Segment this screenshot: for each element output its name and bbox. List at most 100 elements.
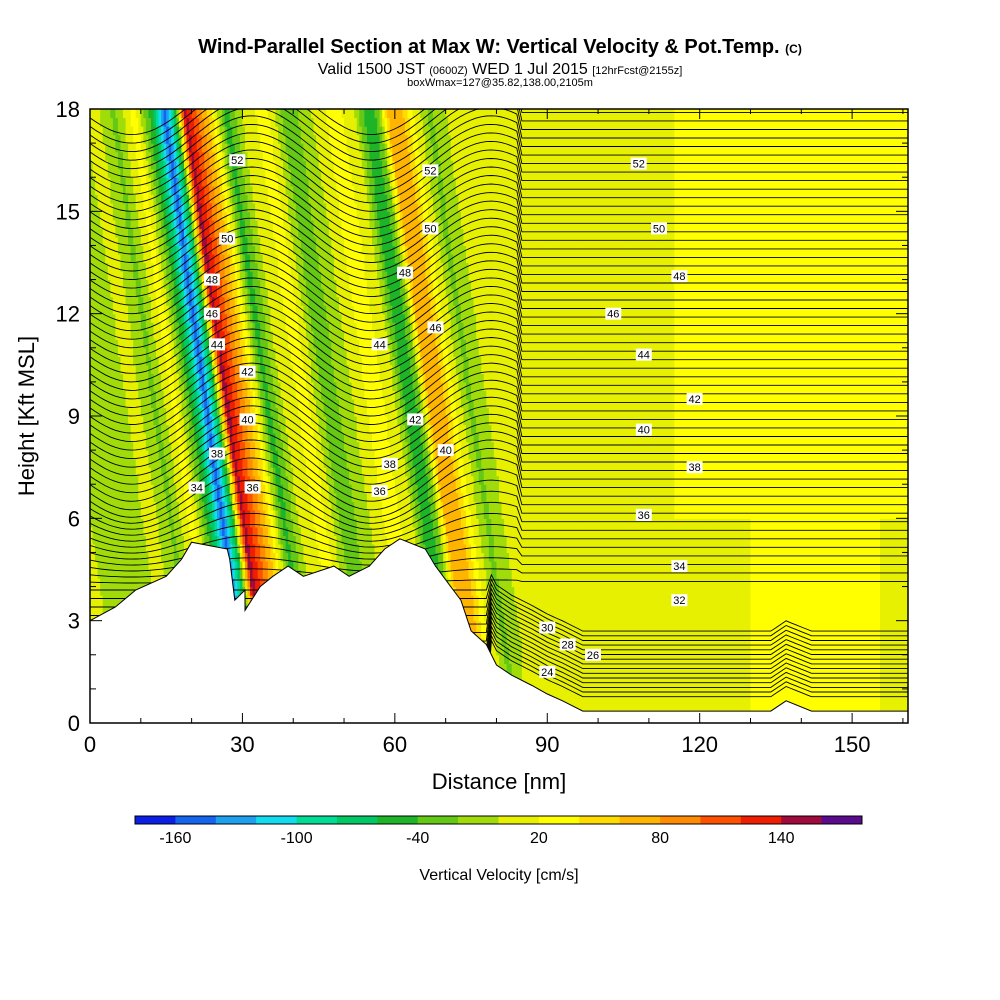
- theta-label-bg: [630, 157, 647, 170]
- velocity-cell: [290, 364, 294, 468]
- velocity-cell: [244, 288, 249, 315]
- velocity-cell: [250, 322, 254, 349]
- velocity-cell: [575, 109, 579, 723]
- velocity-cell: [412, 305, 416, 315]
- velocity-cell: [224, 313, 228, 349]
- velocity-cell: [224, 467, 228, 477]
- velocity-cell: [577, 109, 581, 723]
- velocity-cell: [557, 109, 561, 723]
- velocity-cell: [227, 364, 231, 400]
- velocity-cell: [257, 356, 261, 383]
- velocity-cell: [97, 211, 101, 579]
- velocity-cell: [194, 245, 198, 255]
- theta-label-text: 50: [221, 234, 233, 246]
- velocity-cell: [435, 143, 439, 178]
- velocity-cell: [300, 441, 304, 545]
- theta-label-text: 32: [673, 595, 685, 607]
- velocity-cell: [183, 347, 188, 374]
- velocity-cell: [491, 109, 495, 443]
- theta-contour-line: [90, 422, 908, 485]
- velocity-cell: [217, 484, 221, 502]
- velocity-cell: [206, 330, 210, 340]
- velocity-cell: [92, 177, 96, 545]
- velocity-cell: [201, 271, 205, 281]
- velocity-cell: [161, 296, 165, 340]
- velocity-cell: [458, 339, 462, 392]
- velocity-cell: [206, 347, 210, 366]
- velocity-cell: [161, 475, 165, 562]
- velocity-cell: [138, 134, 142, 178]
- velocity-cell: [435, 475, 439, 494]
- velocity-cell: [359, 126, 363, 153]
- velocity-cell: [183, 305, 188, 323]
- velocity-cell: [427, 424, 432, 443]
- velocity-cell: [209, 134, 213, 170]
- velocity-cell: [316, 253, 320, 366]
- velocity-cell: [493, 560, 498, 596]
- velocity-cell: [422, 390, 426, 400]
- velocity-cell: [412, 467, 416, 502]
- theta-label-bg: [539, 621, 556, 634]
- velocity-cell: [257, 279, 261, 323]
- velocity-cell: [427, 501, 432, 579]
- theta-contour-line: [90, 217, 908, 280]
- theta-label-text: 52: [231, 155, 243, 167]
- velocity-cell: [354, 202, 358, 323]
- velocity-cell: [313, 109, 317, 136]
- velocity-cell: [252, 578, 256, 605]
- velocity-cell: [425, 236, 429, 281]
- velocity-cell: [356, 134, 360, 221]
- velocity-cell: [323, 416, 327, 468]
- velocity-cell: [257, 322, 261, 357]
- velocity-cell: [234, 194, 238, 221]
- colorbar-tick-label: -160: [159, 830, 191, 847]
- theta-label-bg: [239, 413, 256, 426]
- velocity-cell: [176, 501, 180, 554]
- velocity-cell: [120, 185, 124, 272]
- velocity-cell: [420, 109, 424, 119]
- velocity-cell: [191, 288, 195, 306]
- velocity-cell: [115, 236, 119, 340]
- velocity-cell: [107, 279, 111, 656]
- velocity-cell: [189, 271, 193, 289]
- theta-contour-line: [90, 388, 908, 451]
- velocity-cell: [191, 109, 195, 119]
- velocity-cell: [346, 109, 350, 153]
- velocity-cell: [153, 339, 157, 392]
- velocity-cell: [196, 253, 200, 264]
- velocity-cell: [412, 330, 416, 349]
- velocity-cell: [173, 117, 177, 136]
- velocity-cell: [201, 288, 205, 298]
- velocity-cell: [168, 296, 172, 323]
- velocity-cell: [242, 578, 246, 588]
- theta-contour-line: [90, 200, 908, 263]
- velocity-cell: [211, 219, 216, 255]
- velocity-cell: [158, 194, 162, 221]
- velocity-cell: [415, 373, 419, 409]
- theta-label-bg: [397, 266, 413, 279]
- velocity-cell: [143, 433, 147, 536]
- theta-label: 52: [229, 154, 246, 167]
- velocity-cell: [219, 347, 223, 374]
- velocity-cell: [262, 416, 266, 443]
- velocity-cell: [255, 219, 259, 264]
- theta-contour-line: [90, 490, 908, 536]
- velocity-cell: [227, 441, 231, 451]
- velocity-cell: [183, 160, 188, 170]
- velocity-cell: [732, 109, 736, 519]
- theta-contour-line: [90, 396, 908, 460]
- velocity-cell: [285, 194, 289, 247]
- velocity-cell: [605, 109, 609, 723]
- velocity-cell: [194, 501, 198, 528]
- velocity-cell: [163, 253, 167, 289]
- velocity-cell: [427, 467, 432, 502]
- velocity-cell: [130, 109, 134, 127]
- theta-label-bg: [671, 270, 688, 283]
- velocity-cell: [130, 262, 134, 340]
- velocity-cell: [430, 109, 434, 144]
- velocity-cell: [387, 211, 391, 289]
- velocity-cell: [227, 211, 231, 229]
- theta-label-text: 46: [206, 309, 218, 321]
- velocity-cell: [730, 109, 734, 519]
- velocity-cell: [359, 458, 363, 562]
